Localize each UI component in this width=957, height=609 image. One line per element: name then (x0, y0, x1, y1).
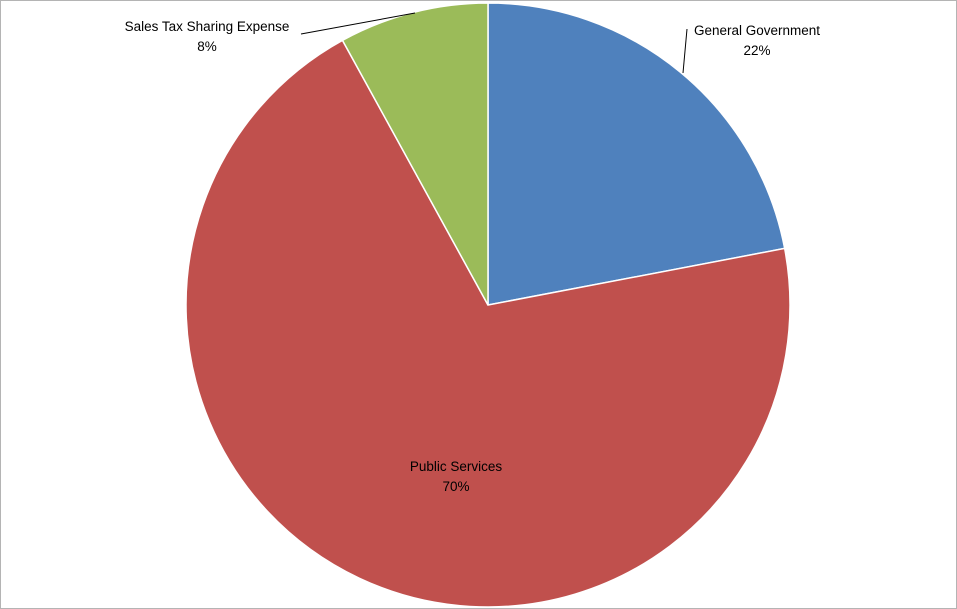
pie-slice-general-government (487, 2, 786, 306)
data-label-sales-tax-sharing-expense-percent: 8% (197, 39, 217, 54)
pie-slice-sales-tax-sharing-expense (341, 2, 489, 306)
leader-lines-group (300, 12, 688, 74)
data-label-general-government-percent: 22% (743, 43, 770, 58)
data-label-public-services-percent: 70% (442, 479, 469, 494)
slices-group (185, 2, 791, 608)
leader-line-general-government (682, 28, 688, 74)
data-label-sales-tax-sharing-expense-name: Sales Tax Sharing Expense (125, 19, 290, 34)
leader-line-sales-tax-sharing-expense (300, 12, 416, 35)
data-label-public-services-name: Public Services (410, 459, 503, 474)
data-labels-group: General Government 22% Public Services 7… (125, 19, 821, 494)
data-label-general-government-name: General Government (694, 23, 820, 38)
pie-slice-public-services (185, 39, 791, 608)
